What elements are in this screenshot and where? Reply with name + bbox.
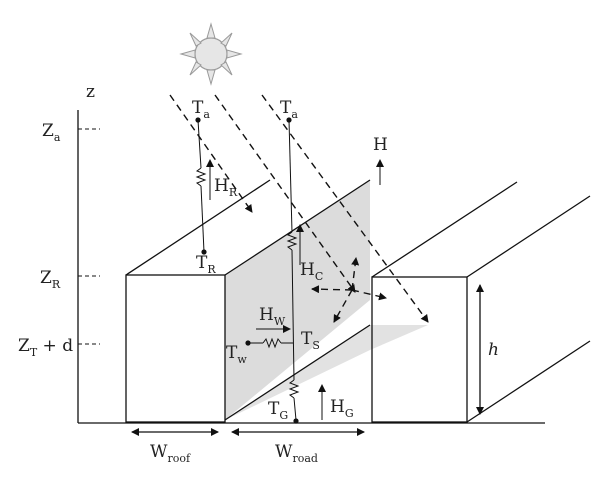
ts-tg-link <box>293 397 297 421</box>
resistor-ground <box>288 379 300 399</box>
ts-label: TS <box>301 329 320 352</box>
hw-label: HW <box>259 305 286 328</box>
ta-tr-link <box>200 185 205 253</box>
z-axis-label: z <box>86 82 95 102</box>
sun-ray <box>261 94 429 323</box>
ta-ts-link <box>288 119 293 233</box>
h-label: H <box>373 135 388 155</box>
ta-ts-link <box>291 249 295 381</box>
height-label: h <box>488 340 499 360</box>
ta-tr-link <box>197 119 202 169</box>
wroof-label: Wroof <box>150 442 191 465</box>
hr-label: HR <box>214 176 238 199</box>
hg-label: HG <box>330 397 354 420</box>
resistor-roof <box>195 167 207 187</box>
sun-ray <box>214 94 356 293</box>
zr-label: ZR <box>40 268 61 291</box>
resistor-wall <box>262 337 282 349</box>
tw-label: Tw <box>226 343 247 366</box>
radiation-exchange-arrows <box>311 257 387 323</box>
za-label: Za <box>42 121 61 144</box>
wroad-label: Wroad <box>275 442 318 465</box>
ta-label-right: Ta <box>280 98 298 121</box>
ta-label-left: Ta <box>192 98 210 121</box>
right-building <box>371 181 591 423</box>
hc-label: HC <box>300 260 323 283</box>
zt-label: ZT + d <box>18 336 73 359</box>
tg-label: TG <box>268 399 288 422</box>
resistor-canyon <box>286 231 298 251</box>
tg-node <box>293 418 299 424</box>
shaded-wall-area <box>225 180 370 420</box>
tr-label: TR <box>196 253 216 276</box>
sun-ray <box>169 94 253 213</box>
sun-icon <box>179 22 243 86</box>
tr-node <box>201 249 207 255</box>
